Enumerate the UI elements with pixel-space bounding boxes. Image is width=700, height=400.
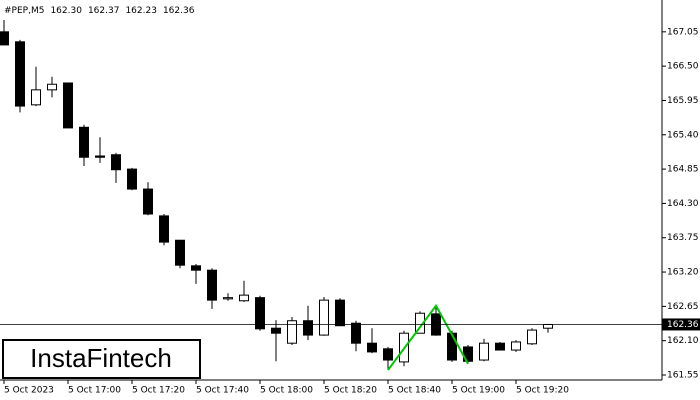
x-tick-label: 5 Oct 17:20 bbox=[132, 386, 185, 396]
logo: InstaFintech bbox=[30, 343, 172, 373]
header: #PEP,M5 162.30 162.37 162.23 162.36 bbox=[4, 6, 195, 16]
y-tick-label: 162.65 bbox=[667, 302, 699, 312]
x-tick-label: 5 Oct 18:20 bbox=[324, 386, 377, 396]
y-tick-label: 162.10 bbox=[667, 336, 699, 346]
candle-body bbox=[383, 348, 393, 361]
candle-body bbox=[495, 342, 505, 351]
x-tick-label: 5 Oct 19:00 bbox=[452, 386, 505, 396]
y-tick-label: 164.30 bbox=[667, 199, 699, 209]
y-tick-label: 165.95 bbox=[667, 96, 699, 106]
y-tick-label: 164.85 bbox=[667, 165, 699, 175]
x-tick-label: 5 Oct 2023 bbox=[4, 386, 54, 396]
candle-body bbox=[287, 320, 297, 344]
candle-body bbox=[239, 294, 249, 302]
candle-body bbox=[175, 239, 185, 266]
candle-body bbox=[95, 155, 105, 158]
logo-box bbox=[2, 339, 201, 379]
x-tick-label: 5 Oct 18:00 bbox=[260, 386, 313, 396]
candle-body bbox=[47, 83, 57, 91]
candle-body bbox=[255, 297, 265, 330]
y-tick-label: 166.50 bbox=[667, 62, 699, 72]
candle-body bbox=[479, 342, 489, 361]
candle-body bbox=[543, 323, 553, 329]
candle-body bbox=[0, 31, 9, 46]
symbol: #PEP,M5 bbox=[4, 6, 44, 16]
y-tick-label: 161.55 bbox=[667, 371, 699, 381]
candle-body bbox=[63, 82, 73, 129]
candle-body bbox=[191, 265, 201, 271]
candle-body bbox=[511, 341, 521, 351]
x-tick-label: 5 Oct 17:00 bbox=[68, 386, 121, 396]
candle-body bbox=[111, 154, 121, 171]
y-tick-label: 165.40 bbox=[667, 130, 699, 140]
candle-body bbox=[159, 215, 169, 243]
y-tick-label: 163.75 bbox=[667, 233, 699, 243]
candle-body bbox=[303, 320, 313, 336]
candle-body bbox=[15, 41, 25, 107]
candle-body bbox=[351, 322, 361, 344]
candle-body bbox=[31, 89, 41, 106]
candle-body bbox=[127, 168, 137, 190]
header-value: 162.37 bbox=[88, 6, 120, 16]
candle-body bbox=[143, 188, 153, 215]
candle-body bbox=[319, 299, 329, 336]
candle-body bbox=[223, 297, 233, 300]
x-tick-label: 5 Oct 17:40 bbox=[196, 386, 249, 396]
pattern-line bbox=[387, 303, 469, 371]
candle-body bbox=[367, 342, 377, 353]
header-value: 162.36 bbox=[163, 6, 195, 16]
current-price-label: 162.36 bbox=[667, 320, 699, 330]
candle-body bbox=[335, 299, 345, 327]
x-tick-label: 5 Oct 18:40 bbox=[388, 386, 441, 396]
candle-body bbox=[271, 327, 281, 334]
y-tick-label: 163.20 bbox=[667, 268, 699, 278]
candle-body bbox=[207, 269, 217, 301]
candle-body bbox=[447, 332, 457, 361]
candles bbox=[0, 19, 553, 371]
candle-body bbox=[527, 329, 537, 345]
candle-body bbox=[415, 312, 425, 334]
current-price-box bbox=[662, 318, 700, 331]
y-tick-label: 167.05 bbox=[667, 27, 699, 37]
header-value: 162.30 bbox=[50, 6, 82, 16]
x-tick-label: 5 Oct 19:20 bbox=[516, 386, 569, 396]
header-value: 162.23 bbox=[125, 6, 157, 16]
candle-body bbox=[79, 126, 89, 158]
